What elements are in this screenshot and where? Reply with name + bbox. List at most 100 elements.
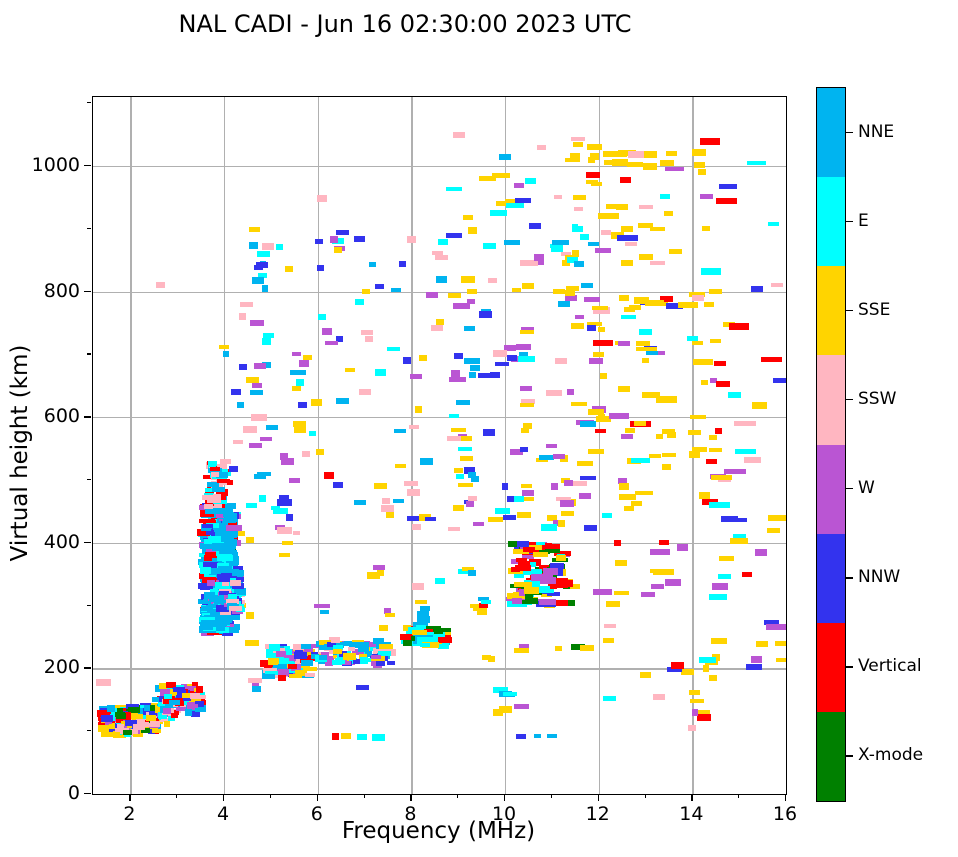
echo-mark	[302, 354, 312, 360]
echo-mark	[502, 482, 509, 490]
echo-mark	[228, 521, 238, 527]
echo-mark	[567, 389, 575, 396]
echo-mark	[586, 144, 602, 151]
echo-mark	[255, 413, 266, 419]
echo-mark	[318, 645, 328, 651]
echo-mark	[468, 472, 477, 478]
echo-mark	[571, 136, 586, 141]
echo-mark	[593, 588, 613, 595]
echo-mark	[502, 691, 517, 696]
echo-mark	[693, 161, 705, 168]
echo-mark	[643, 151, 657, 159]
colorbar-segment-e	[817, 177, 845, 267]
echo-mark	[422, 625, 434, 632]
echo-mark	[520, 428, 529, 434]
echo-mark	[307, 667, 318, 672]
echo-mark	[248, 226, 260, 232]
echo-mark	[648, 454, 661, 459]
echo-mark	[530, 568, 542, 576]
echo-mark	[332, 482, 343, 489]
echo-mark	[710, 338, 722, 343]
echo-mark	[373, 638, 385, 645]
echo-mark	[507, 592, 528, 599]
echo-mark	[206, 621, 225, 628]
echo-mark	[211, 613, 229, 619]
colorbar-segment-sse	[817, 266, 845, 356]
echo-mark	[563, 480, 573, 487]
colorbar-segment-x-mode	[817, 711, 845, 801]
echo-mark	[164, 693, 173, 699]
echo-mark	[216, 472, 229, 479]
echo-mark	[266, 648, 278, 655]
echo-mark	[324, 644, 335, 651]
echo-mark	[620, 433, 633, 439]
echo-mark	[554, 579, 574, 587]
echo-mark	[207, 617, 224, 624]
echo-mark	[566, 256, 578, 263]
echo-mark	[716, 197, 738, 204]
echo-mark	[570, 584, 581, 590]
echo-mark	[390, 288, 401, 293]
echo-mark	[284, 654, 297, 661]
echo-mark	[189, 693, 200, 700]
y-tick	[84, 793, 91, 795]
echo-mark	[453, 132, 466, 139]
plot-area	[92, 96, 787, 795]
y-minor-tick	[87, 102, 91, 104]
echo-mark	[361, 289, 370, 295]
echo-mark	[190, 711, 200, 717]
echo-mark	[285, 266, 294, 273]
echo-mark	[703, 301, 714, 307]
echo-mark	[262, 361, 272, 368]
echo-mark	[617, 234, 639, 241]
echo-mark	[552, 289, 565, 295]
echo-mark	[666, 667, 682, 673]
echo-mark	[372, 733, 386, 741]
echo-mark	[407, 489, 421, 497]
echo-mark	[419, 457, 433, 465]
echo-mark	[638, 204, 653, 209]
echo-mark	[550, 245, 563, 253]
echo-mark	[538, 548, 550, 554]
echo-mark	[130, 728, 138, 734]
echo-mark	[479, 603, 489, 609]
echo-mark	[317, 195, 328, 203]
echo-mark	[205, 546, 217, 553]
echo-mark	[236, 401, 244, 408]
echo-mark	[561, 260, 570, 267]
echo-mark	[520, 484, 532, 489]
echo-mark	[358, 389, 371, 396]
echo-mark	[279, 495, 290, 503]
echo-mark	[532, 541, 546, 547]
echo-mark	[274, 673, 283, 679]
echo-mark	[727, 391, 741, 398]
echo-mark	[507, 355, 518, 362]
colorbar-label-w: W	[858, 478, 875, 499]
echo-mark	[416, 615, 430, 623]
echo-mark	[701, 498, 718, 505]
echo-mark	[540, 592, 552, 597]
echo-mark	[687, 335, 699, 341]
echo-mark	[227, 594, 237, 602]
echo-mark	[649, 261, 665, 266]
echo-mark	[410, 373, 423, 379]
echo-mark	[428, 632, 445, 640]
echo-mark	[638, 223, 654, 229]
echo-mark	[375, 284, 384, 290]
echo-mark	[355, 684, 369, 690]
echo-mark	[160, 689, 171, 697]
echo-mark	[560, 251, 571, 256]
echo-mark	[158, 702, 166, 708]
echo-mark	[600, 229, 611, 235]
echo-mark	[378, 624, 388, 631]
echo-mark	[170, 709, 179, 715]
echo-mark	[656, 433, 664, 439]
echo-mark	[293, 426, 306, 433]
echo-mark	[402, 638, 412, 646]
echo-mark	[250, 389, 264, 395]
echo-mark	[624, 427, 635, 433]
echo-mark	[556, 496, 572, 501]
y-tick-label: 600	[43, 405, 80, 428]
echo-mark	[227, 627, 239, 634]
echo-mark	[224, 512, 238, 520]
